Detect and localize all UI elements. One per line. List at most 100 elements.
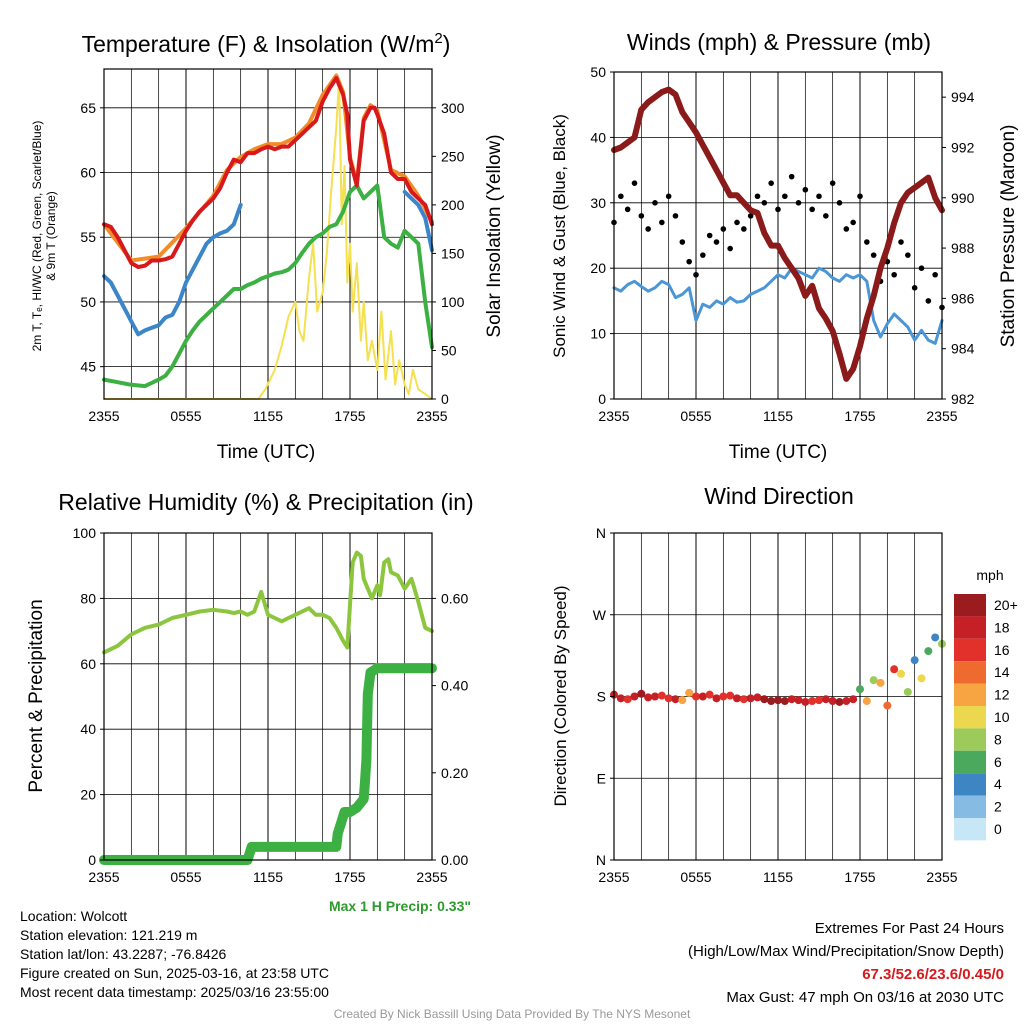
legend-label: 14 xyxy=(994,664,1010,680)
direction-point xyxy=(828,697,837,706)
series-layer xyxy=(99,73,946,865)
wind-x-tick-label: 0555 xyxy=(680,408,711,424)
rh-y2-tick-label: 0.00 xyxy=(441,852,468,868)
legend-label: 10 xyxy=(994,709,1010,725)
direction-point xyxy=(808,697,817,706)
wind-x-tick-label: 1755 xyxy=(844,408,875,424)
extremes-values: 67.3/52.6/23.6/0.45/0 xyxy=(862,966,1004,983)
gust-point xyxy=(754,193,761,200)
temp-panel-title: Temperature (F) & Insolation (W/m2) xyxy=(82,30,451,57)
rh-x-tick-label: 1755 xyxy=(334,869,365,885)
rh-x-tick-label: 1155 xyxy=(253,869,283,885)
dir-x-tick-label: 1155 xyxy=(763,869,793,885)
gust-point xyxy=(645,226,651,232)
station-pressure-line xyxy=(611,86,945,382)
relative-humidity-line xyxy=(102,550,434,655)
rh-y-tick-label: 100 xyxy=(73,525,97,541)
gust-point xyxy=(618,193,624,200)
direction-point xyxy=(862,697,871,706)
gust-point xyxy=(768,180,774,186)
gust-point xyxy=(679,239,686,245)
temp-2m-line xyxy=(102,76,434,269)
direction-point xyxy=(883,701,892,710)
gust-point xyxy=(700,252,706,258)
direction-point xyxy=(623,695,632,704)
dir-x-tick-label: 2355 xyxy=(598,869,629,885)
temp-y2-axis-label: Solar Insolation (Yellow) xyxy=(484,134,505,337)
direction-point xyxy=(842,697,851,706)
direction-point xyxy=(630,692,639,701)
legend-swatch xyxy=(954,683,986,706)
wind-y-tick-label: 10 xyxy=(590,326,606,342)
temp-plot-frame xyxy=(103,68,433,400)
direction-point xyxy=(897,669,905,678)
extremes-gust: Max Gust: 47 mph On 03/16 at 2030 UTC xyxy=(726,989,1004,1006)
temp-y2-tick-label: 250 xyxy=(441,148,465,164)
temp-y-tick-label: 55 xyxy=(80,229,96,245)
gust-point xyxy=(672,213,679,219)
temp-y2-tick-label: 200 xyxy=(441,197,465,213)
wind-y2-tick-label: 988 xyxy=(951,240,975,256)
rh-y2-tick-label: 0.40 xyxy=(441,678,468,694)
gust-point xyxy=(624,206,631,213)
legend-label: 6 xyxy=(994,754,1002,770)
gust-point xyxy=(918,265,925,272)
gust-point xyxy=(932,271,938,278)
direction-point xyxy=(746,694,755,703)
gust-point xyxy=(638,213,645,219)
dir-y-tick-label: N xyxy=(596,525,606,541)
wind-panel-title: Winds (mph) & Pressure (mb) xyxy=(627,29,931,55)
direction-point xyxy=(815,696,823,705)
direction-point xyxy=(651,692,659,701)
direction-point xyxy=(903,687,912,696)
wind-y-tick-label: 40 xyxy=(590,129,606,145)
direction-point xyxy=(849,695,858,704)
temp-x-tick-label: 1755 xyxy=(334,408,365,424)
temp-y2-tick-label: 300 xyxy=(441,100,465,116)
direction-point xyxy=(917,674,926,683)
wind-y2-tick-label: 986 xyxy=(951,290,975,306)
direction-point xyxy=(719,692,728,701)
rh-y2-tick-label: 0.20 xyxy=(441,765,468,781)
legend-title: mph xyxy=(976,567,1003,583)
direction-point xyxy=(637,689,646,698)
gust-point xyxy=(686,258,692,265)
direction-point xyxy=(931,633,940,642)
solar-insolation-line xyxy=(103,77,433,400)
legend-label: 16 xyxy=(994,642,1010,658)
direction-point xyxy=(876,678,885,687)
dir-y-tick-label: E xyxy=(597,770,606,786)
temp-x-tick-label: 2355 xyxy=(88,408,119,424)
legend-label: 12 xyxy=(994,687,1010,703)
legend-swatch xyxy=(954,773,986,796)
recent-timestamp: Most recent data timestamp: 2025/03/16 2… xyxy=(20,984,329,1000)
gust-point xyxy=(741,226,747,232)
direction-point xyxy=(780,697,789,706)
wind-y2-tick-label: 984 xyxy=(951,341,975,357)
legend-label: 20+ xyxy=(994,597,1018,613)
direction-point xyxy=(685,688,694,697)
gust-point xyxy=(795,200,802,206)
direction-point xyxy=(733,694,741,703)
temp-y2-tick-label: 150 xyxy=(441,245,465,261)
legend-label: 0 xyxy=(994,821,1002,837)
direction-point xyxy=(760,695,769,704)
station-latlon: Station lat/lon: 43.2287; -76.8426 xyxy=(20,946,227,962)
temp-y-tick-label: 65 xyxy=(80,100,96,116)
wind-y-tick-label: 0 xyxy=(598,391,606,407)
gust-point xyxy=(693,271,699,278)
direction-point xyxy=(821,695,830,704)
dir-x-tick-label: 1755 xyxy=(844,869,875,885)
direction-point xyxy=(705,690,714,699)
direction-point xyxy=(753,693,762,702)
gust-point xyxy=(631,180,638,186)
temp-x-tick-label: 0555 xyxy=(170,408,201,424)
credit-line: Created By Nick Bassill Using Data Provi… xyxy=(333,1007,691,1021)
dewpoint-line xyxy=(102,183,434,389)
legend-swatch xyxy=(954,728,986,751)
gust-point xyxy=(870,252,877,258)
gust-point xyxy=(734,219,740,226)
direction-point xyxy=(910,656,919,665)
sonic-wind-line xyxy=(612,266,944,345)
gust-point xyxy=(782,193,788,200)
